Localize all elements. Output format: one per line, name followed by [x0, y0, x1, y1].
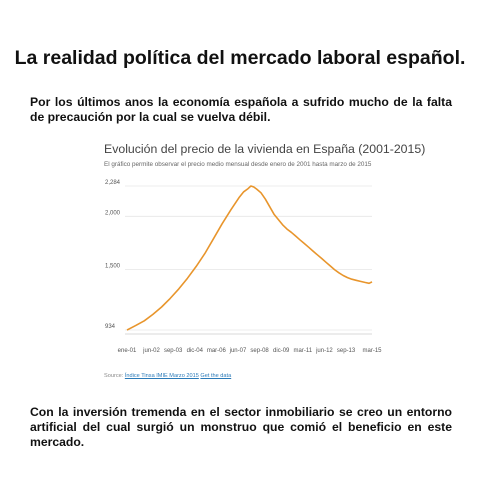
- y-tick-label: 2,000: [105, 210, 121, 216]
- page-title: La realidad política del mercado laboral…: [14, 47, 466, 69]
- conclusion-paragraph: Con la inversión tremenda en el sector i…: [30, 405, 452, 449]
- chart-subtitle: El gráfico permite observar el precio me…: [104, 161, 372, 168]
- series-line: [126, 185, 373, 331]
- x-tick-label: sep-08: [250, 348, 269, 354]
- x-tick-label: dic-04: [187, 348, 204, 354]
- x-tick-label: sep-03: [164, 348, 183, 354]
- y-tick-label: 1,500: [105, 264, 121, 270]
- chart-source: Source: Índice Tinsa IMIE Marzo 2015 Get…: [104, 373, 231, 379]
- x-tick-label: dic-09: [273, 348, 290, 354]
- x-tick-label: sep-13: [337, 348, 356, 354]
- x-tick-label: jun-12: [315, 348, 333, 354]
- x-tick-label: mar-11: [294, 348, 313, 354]
- x-tick-label: ene-01: [118, 348, 137, 354]
- x-tick-label: mar-15: [362, 348, 382, 354]
- intro-paragraph: Por los últimos anos la economía español…: [30, 95, 452, 124]
- x-tick-label: jun-02: [142, 348, 160, 354]
- x-tick-label: mar-06: [207, 348, 227, 354]
- source-label: Source:: [104, 373, 124, 379]
- x-tick-label: jun-07: [229, 348, 247, 354]
- chart-title: Evolución del precio de la vivienda en E…: [104, 142, 426, 156]
- y-tick-label: 2,284: [105, 180, 121, 186]
- source-link-tinsa[interactable]: Índice Tinsa IMIE Marzo 2015: [124, 373, 199, 379]
- y-tick-label: 934: [105, 324, 116, 330]
- source-link-get-data[interactable]: Get the data: [200, 373, 232, 379]
